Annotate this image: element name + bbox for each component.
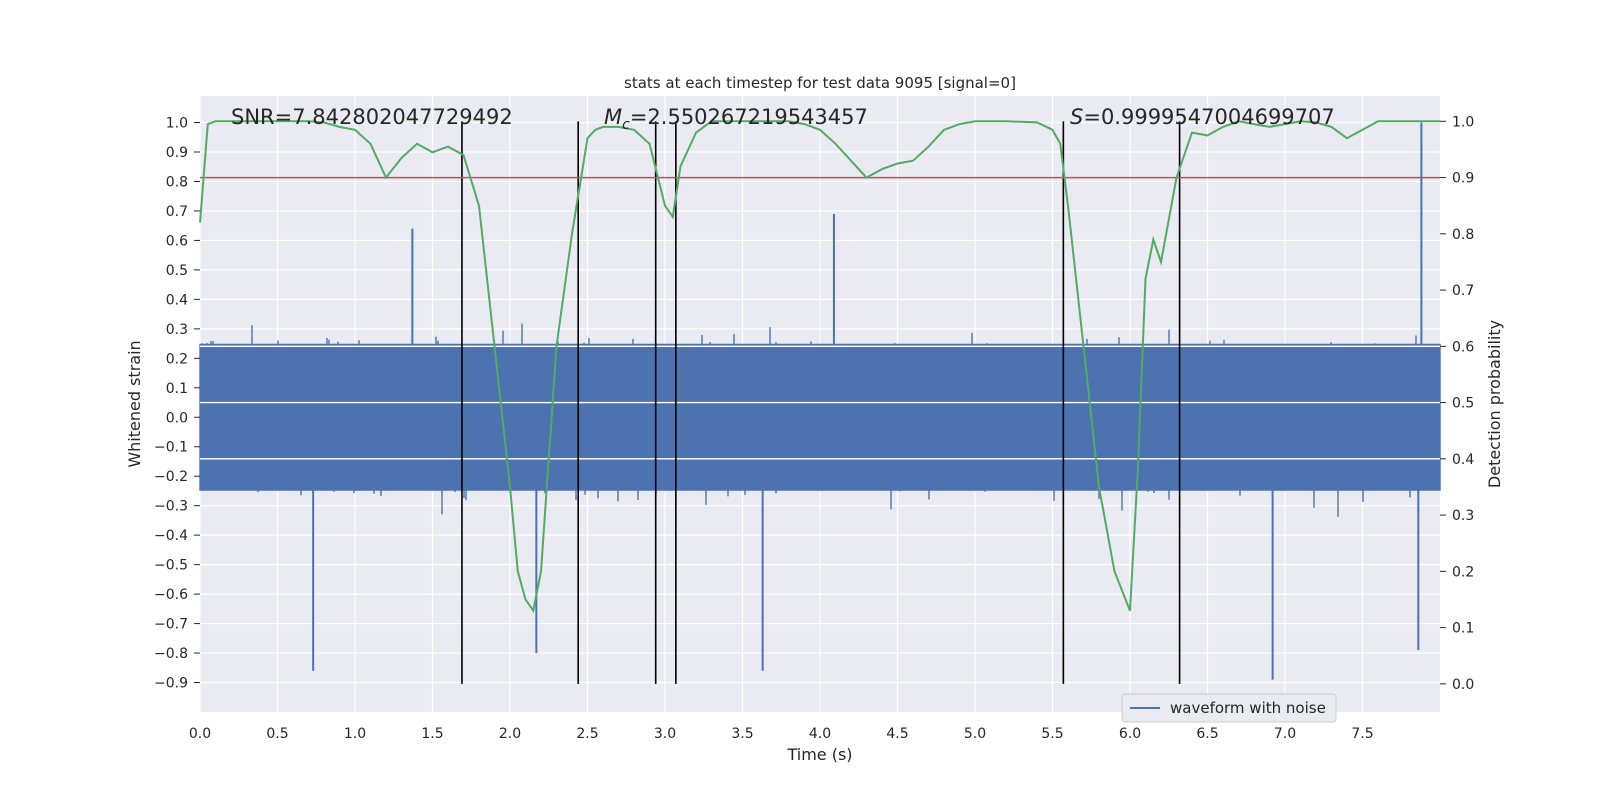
chirp-mass-value: =2.550267219543457 bbox=[630, 105, 868, 129]
probability-line bbox=[199, 120, 1440, 614]
y-tick-label-left: 0.9 bbox=[166, 145, 188, 161]
y-tick-label-left: 0.5 bbox=[166, 263, 188, 279]
x-tick-label: 4.0 bbox=[809, 726, 831, 742]
x-tick-label: 3.5 bbox=[731, 726, 753, 742]
x-axis-label: Time (s) bbox=[786, 745, 852, 764]
y-tick-label-left: −0.2 bbox=[154, 469, 188, 485]
x-tick-label: 0.0 bbox=[189, 726, 211, 742]
y-tick-label-left: 0.6 bbox=[166, 233, 188, 249]
x-tick-label: 7.5 bbox=[1351, 726, 1373, 742]
y-tick-label-left: 0.3 bbox=[166, 322, 188, 338]
y-tick-label-left: 0.1 bbox=[166, 381, 188, 397]
y-tick-label-left: −0.1 bbox=[154, 440, 188, 456]
y-tick-label-left: 0.8 bbox=[166, 174, 188, 190]
spin-annotation: S=0.9999547004699707 bbox=[1070, 105, 1335, 129]
x-tick-label: 6.5 bbox=[1196, 726, 1218, 742]
x-tick-label: 1.5 bbox=[421, 726, 443, 742]
spin-value: =0.9999547004699707 bbox=[1083, 105, 1334, 129]
y-tick-label-right: 0.6 bbox=[1452, 339, 1474, 355]
x-tick-label: 5.0 bbox=[964, 726, 986, 742]
x-tick-label: 2.0 bbox=[499, 726, 521, 742]
x-tick-label: 7.0 bbox=[1274, 726, 1296, 742]
y-axis-label-right: Detection probability bbox=[1485, 320, 1504, 488]
x-tick-label: 0.5 bbox=[266, 726, 288, 742]
x-tick-label: 1.0 bbox=[344, 726, 366, 742]
y-tick-label-left: 0.7 bbox=[166, 204, 188, 220]
legend-box bbox=[1121, 693, 1337, 723]
snr-annotation: SNR=7.842802047729492 bbox=[231, 105, 513, 129]
x-tick-label: 3.0 bbox=[654, 726, 676, 742]
y-tick-label-right: 1.0 bbox=[1452, 114, 1474, 130]
strain-grid-overlay bbox=[200, 345, 1440, 460]
chirp-mass-annotation: Mc=2.550267219543457 bbox=[604, 105, 868, 133]
y-tick-label-left: −0.3 bbox=[154, 499, 188, 515]
y-tick-label-right: 0.1 bbox=[1452, 621, 1474, 637]
waveform-noise bbox=[199, 323, 1441, 517]
y-tick-label-left: −0.9 bbox=[154, 676, 188, 692]
y-tick-label-right: 0.0 bbox=[1452, 677, 1474, 693]
legend-label: waveform with noise bbox=[1170, 699, 1326, 717]
y-tick-label-right: 0.2 bbox=[1452, 564, 1474, 580]
y-tick-label-left: −0.8 bbox=[154, 646, 188, 662]
y-tick-label-left: 0.2 bbox=[166, 351, 188, 367]
y-tick-label-left: 1.0 bbox=[166, 116, 188, 132]
y-tick-label-right: 0.5 bbox=[1452, 396, 1474, 412]
vertical-markers bbox=[461, 121, 1181, 684]
chirp-mass-symbol: M bbox=[604, 105, 622, 129]
y-tick-label-left: −0.7 bbox=[154, 617, 188, 633]
y-tick-label-left: −0.6 bbox=[154, 587, 188, 603]
x-tick-label: 6.0 bbox=[1119, 726, 1141, 742]
y-tick-label-right: 0.4 bbox=[1452, 452, 1474, 468]
x-tick-label: 4.5 bbox=[886, 726, 908, 742]
legend: waveform with noise bbox=[1121, 693, 1337, 723]
y-tick-label-left: 0.0 bbox=[166, 410, 188, 426]
y-tick-label-right: 0.3 bbox=[1452, 508, 1474, 524]
x-tick-label: 2.5 bbox=[576, 726, 598, 742]
chart-title: stats at each timestep for test data 909… bbox=[624, 74, 1016, 92]
y-tick-label-left: 0.4 bbox=[166, 292, 188, 308]
x-tick-label: 5.5 bbox=[1041, 726, 1063, 742]
y-tick-label-right: 0.7 bbox=[1452, 283, 1474, 299]
y-axis-label-left: Whitened strain bbox=[125, 340, 144, 467]
spin-symbol: S bbox=[1070, 105, 1083, 129]
y-tick-label-left: −0.4 bbox=[154, 528, 188, 544]
chirp-mass-subscript: c bbox=[622, 117, 630, 133]
axis-ticks: 0.0 0.5 1.0 1.5 2.0 2.5 3.0 3.5 4.0 4.5 5.0 5.5 6.0 6… bbox=[154, 114, 1474, 742]
y-tick-label-right: 0.8 bbox=[1452, 227, 1474, 243]
y-tick-label-left: −0.5 bbox=[154, 558, 188, 574]
y-tick-label-right: 0.9 bbox=[1452, 171, 1474, 187]
